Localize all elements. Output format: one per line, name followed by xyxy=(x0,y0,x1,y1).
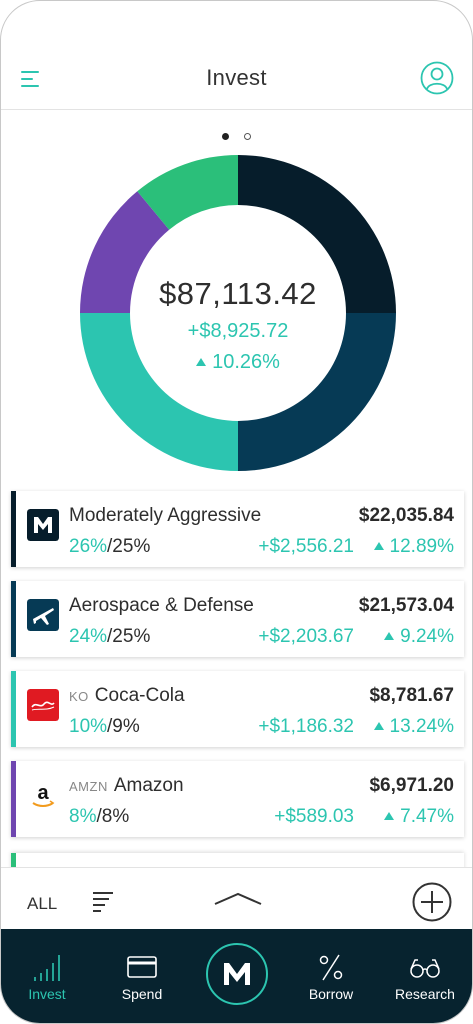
m1-portfolio-icon xyxy=(27,509,59,541)
allocation-donut-chart[interactable] xyxy=(79,154,397,472)
up-arrow-icon xyxy=(384,632,395,640)
holding-name: AMZN Amazon xyxy=(69,775,184,796)
holding-value: $6,971.20 xyxy=(369,775,454,796)
tab-invest[interactable]: Invest xyxy=(7,929,87,1023)
holding-allocation: 8%/8% xyxy=(69,806,130,827)
holding-gain: +$1,186.32 xyxy=(258,716,354,737)
tab-spend[interactable]: Spend xyxy=(102,929,182,1023)
page-dot-active[interactable] xyxy=(222,133,230,140)
holding-return: 12.89% xyxy=(373,536,454,558)
holding-color-bar xyxy=(11,581,16,657)
holding-name: Aerospace & Defense xyxy=(69,595,254,616)
holdings-list: Moderately Aggressive 26%/25% $22,035.84… xyxy=(11,491,464,851)
holding-card[interactable]: a AMZN Amazon 8%/8% $6,971.20 +$589.03 7.… xyxy=(11,761,464,837)
m1-logo-icon xyxy=(224,963,250,985)
holding-value: $22,035.84 xyxy=(358,505,454,526)
portfolio-gain: +$8,925.72 xyxy=(187,320,289,342)
holding-return: 7.47% xyxy=(384,806,454,828)
tab-label: Research xyxy=(395,986,455,1002)
up-arrow-icon xyxy=(373,722,384,730)
filter-all-button[interactable]: ALL xyxy=(27,894,58,913)
donut-slice[interactable] xyxy=(80,313,238,471)
holding-color-bar xyxy=(11,671,16,747)
holding-card-partial[interactable] xyxy=(11,853,464,873)
up-arrow-icon xyxy=(196,358,207,366)
tab-borrow[interactable]: Borrow xyxy=(291,929,371,1023)
menu-icon[interactable] xyxy=(21,71,41,87)
holding-name: KO Coca-Cola xyxy=(69,685,185,706)
glasses-icon xyxy=(410,959,440,978)
holding-gain: +$2,203.67 xyxy=(258,626,354,647)
profile-icon[interactable] xyxy=(420,61,454,95)
amazon-logo-icon: a xyxy=(27,779,59,811)
holding-value: $21,573.04 xyxy=(358,595,454,616)
holding-ticker: KO xyxy=(69,689,89,704)
portfolio-total: $87,113.42 xyxy=(159,276,317,311)
add-icon[interactable] xyxy=(412,882,452,922)
svg-text:a: a xyxy=(37,782,49,804)
m1-home-button[interactable] xyxy=(206,943,268,1005)
holding-card[interactable]: Aerospace & Defense 24%/25% $21,573.04 +… xyxy=(11,581,464,657)
holding-allocation: 26%/25% xyxy=(69,536,151,557)
list-toolbar: ALL xyxy=(1,867,472,930)
portfolio-summary: $87,113.42 +$8,925.72 10.26% xyxy=(79,276,397,374)
holding-color-bar xyxy=(11,491,16,567)
tab-research[interactable]: Research xyxy=(385,929,465,1023)
chevron-up-icon[interactable] xyxy=(213,892,263,906)
page-dot[interactable] xyxy=(243,133,251,140)
tab-label: Invest xyxy=(28,986,66,1002)
holding-allocation: 24%/25% xyxy=(69,626,151,647)
tab-label: Spend xyxy=(121,986,163,1002)
card-icon xyxy=(127,956,157,978)
sort-icon[interactable] xyxy=(93,890,115,912)
bar-chart-icon xyxy=(34,955,60,981)
bottom-tab-bar: Invest Spend Borrow xyxy=(1,929,472,1023)
percent-icon xyxy=(319,954,343,981)
portfolio-return: 10.26% xyxy=(79,351,397,374)
holding-gain: +$2,556.21 xyxy=(258,536,354,557)
donut-slice[interactable] xyxy=(80,191,170,313)
holding-return: 9.24% xyxy=(384,626,454,648)
donut-slice[interactable] xyxy=(238,313,396,471)
page-indicator[interactable] xyxy=(1,127,472,145)
holding-value: $8,781.67 xyxy=(369,685,454,706)
tab-label: Borrow xyxy=(308,986,354,1002)
header: Invest xyxy=(1,49,472,110)
holding-name: Moderately Aggressive xyxy=(69,505,262,526)
donut-slice[interactable] xyxy=(238,155,396,313)
holding-card[interactable]: KO Coca-Cola 10%/9% $8,781.67 +$1,186.32 … xyxy=(11,671,464,747)
up-arrow-icon xyxy=(373,542,384,550)
holding-allocation: 10%/9% xyxy=(69,716,140,737)
donut-slice[interactable] xyxy=(137,155,238,230)
up-arrow-icon xyxy=(384,812,395,820)
holding-color-bar xyxy=(11,761,16,837)
airplane-icon xyxy=(27,599,59,631)
holding-return: 13.24% xyxy=(373,716,454,738)
page-title: Invest xyxy=(206,65,267,90)
coca-cola-logo-icon xyxy=(27,689,59,721)
holding-color-bar xyxy=(11,853,16,873)
holding-ticker: AMZN xyxy=(69,779,108,794)
holding-card[interactable]: Moderately Aggressive 26%/25% $22,035.84… xyxy=(11,491,464,567)
portfolio-return-value: 10.26% xyxy=(212,351,280,373)
holding-gain: +$589.03 xyxy=(274,806,354,827)
